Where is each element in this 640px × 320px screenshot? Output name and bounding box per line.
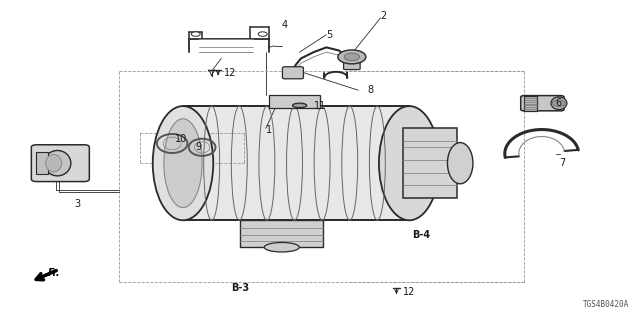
FancyBboxPatch shape [269, 95, 320, 108]
Text: 1: 1 [266, 125, 272, 135]
Circle shape [338, 50, 366, 64]
FancyBboxPatch shape [36, 152, 48, 174]
Ellipse shape [164, 119, 202, 208]
Text: 11: 11 [314, 101, 326, 111]
Text: 7: 7 [559, 158, 565, 168]
Text: 2: 2 [381, 11, 387, 21]
Text: 5: 5 [326, 30, 333, 40]
Ellipse shape [379, 106, 440, 220]
Ellipse shape [264, 243, 300, 252]
Text: 12: 12 [225, 68, 237, 78]
FancyBboxPatch shape [241, 220, 323, 247]
Text: TGS4B0420A: TGS4B0420A [583, 300, 629, 309]
Circle shape [552, 100, 565, 106]
Text: 8: 8 [368, 85, 374, 95]
Ellipse shape [292, 103, 307, 108]
Text: 9: 9 [196, 142, 202, 152]
Circle shape [258, 32, 267, 36]
FancyBboxPatch shape [282, 67, 303, 79]
Polygon shape [183, 106, 409, 220]
Ellipse shape [44, 150, 71, 176]
Circle shape [344, 53, 360, 61]
FancyBboxPatch shape [524, 96, 537, 111]
FancyBboxPatch shape [344, 60, 360, 69]
Text: 6: 6 [556, 98, 562, 108]
Text: 3: 3 [75, 199, 81, 209]
Text: B-3: B-3 [231, 284, 249, 293]
Text: 10: 10 [175, 134, 187, 144]
Ellipse shape [551, 97, 567, 109]
Text: 4: 4 [282, 20, 288, 30]
Circle shape [191, 32, 200, 36]
Ellipse shape [296, 104, 304, 107]
Ellipse shape [153, 106, 213, 220]
Ellipse shape [45, 155, 61, 172]
FancyBboxPatch shape [521, 96, 564, 111]
FancyBboxPatch shape [31, 145, 90, 181]
Text: 12: 12 [403, 287, 415, 297]
Text: Fr.: Fr. [48, 268, 61, 278]
Ellipse shape [447, 142, 473, 184]
FancyBboxPatch shape [403, 128, 457, 198]
Text: B-4: B-4 [412, 229, 431, 240]
